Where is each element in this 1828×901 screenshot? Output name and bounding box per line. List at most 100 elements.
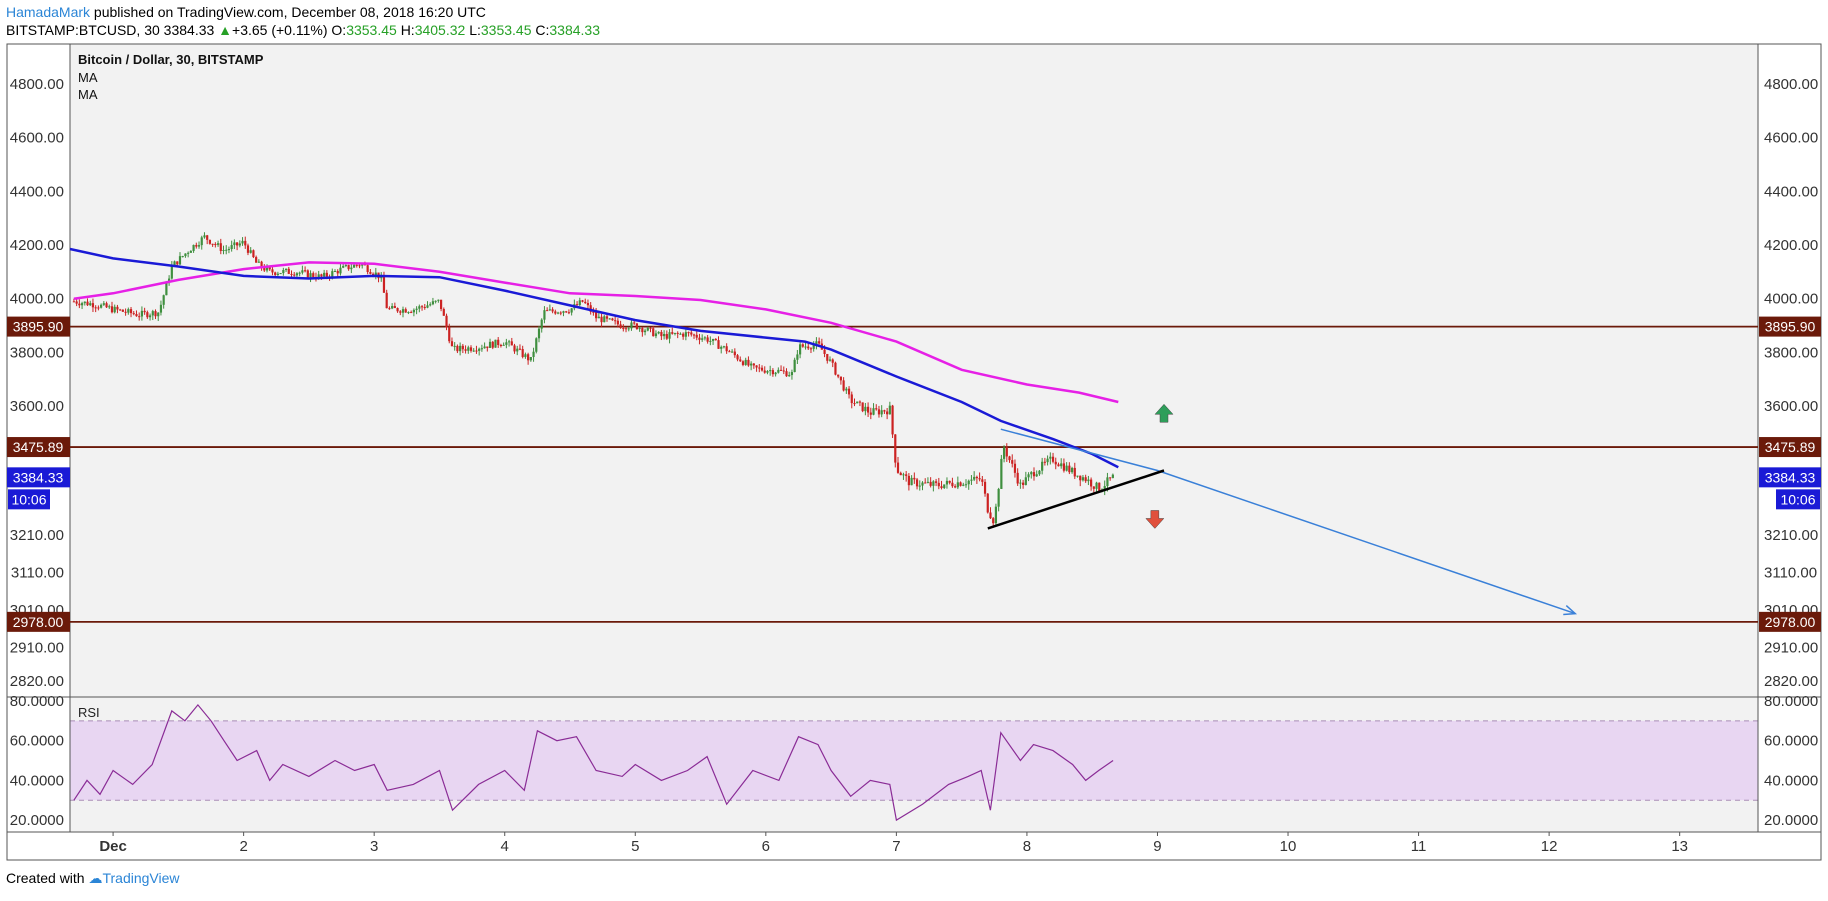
candle-body	[100, 304, 103, 308]
candle-body	[236, 242, 239, 246]
y-tick-label-left: 3600.00	[10, 398, 64, 415]
candle-body	[682, 333, 685, 337]
countdown-tag-left	[8, 489, 50, 510]
candle-body	[459, 345, 462, 352]
candle-body	[554, 311, 557, 314]
candle-body	[535, 338, 538, 352]
candle-body	[959, 482, 962, 486]
y-tick-label-left: 4200.00	[10, 237, 64, 254]
x-tick-label: 10	[1280, 838, 1297, 855]
candle-body	[252, 250, 255, 258]
candle-body	[641, 328, 644, 333]
candle-body	[624, 328, 628, 330]
x-tick-label: 7	[892, 838, 900, 855]
candle-body	[361, 264, 364, 266]
candle-body	[654, 333, 658, 337]
candle-body	[565, 311, 568, 313]
candle-body	[646, 327, 649, 331]
candle-body	[320, 274, 323, 277]
candle-body	[350, 267, 353, 270]
candle-body	[559, 312, 562, 314]
ma-fast-line	[69, 247, 1119, 469]
candle-body	[1041, 461, 1044, 471]
y-tick-label-right: 4600.00	[1764, 130, 1818, 147]
candle-body	[839, 376, 842, 381]
level-tag-right	[1759, 611, 1821, 632]
candle-body	[622, 328, 625, 330]
candle-body	[945, 480, 949, 485]
candle-body	[323, 272, 326, 277]
candle-body	[896, 462, 900, 473]
candle-body	[532, 351, 535, 358]
rsi-tick-label-right: 40.0000	[1764, 772, 1818, 789]
candle-body	[736, 355, 739, 360]
y-tick-label-left: 4400.00	[10, 183, 64, 200]
candle-body	[521, 349, 524, 357]
candle-body	[777, 369, 780, 373]
candle-body	[480, 348, 483, 350]
candle-body	[72, 301, 76, 303]
x-tick-label: 5	[631, 838, 639, 855]
y-tick-label-left: 3800.00	[10, 344, 64, 361]
candle-body	[1073, 467, 1076, 477]
candle-body	[276, 273, 279, 275]
candle-body	[992, 518, 995, 524]
candle-body	[657, 331, 660, 334]
candle-body	[548, 309, 551, 311]
tradingview-logo-icon[interactable]: ☁	[88, 870, 103, 886]
last-price-tag-right-text: 3384.33	[1765, 469, 1816, 485]
candle-body	[818, 341, 821, 344]
created-with: Created with	[6, 870, 85, 886]
candle-body	[671, 332, 674, 334]
candle-body	[766, 371, 769, 373]
rsi-line	[73, 703, 1114, 822]
open-label: O:	[331, 22, 347, 38]
candle-body	[687, 332, 690, 334]
last-price-tag-left-text: 3384.33	[13, 469, 64, 485]
y-tick-label-right: 3600.00	[1764, 398, 1818, 415]
candle-body	[208, 239, 212, 244]
candle-body	[929, 481, 932, 486]
candle-body	[333, 271, 337, 273]
candle-body	[616, 320, 619, 325]
trendline-arrowhead	[1563, 605, 1578, 616]
candle-body	[238, 243, 241, 246]
author-link[interactable]: HamadaMark	[6, 4, 91, 20]
x-tick-label: 9	[1153, 838, 1161, 855]
candle-body	[589, 305, 592, 312]
candle-body	[793, 359, 796, 373]
candle-body	[690, 332, 693, 335]
candle-body	[1024, 477, 1027, 485]
trendline-lower	[987, 469, 1165, 530]
candle-body	[581, 300, 584, 302]
candle-body	[752, 363, 755, 366]
candle-body	[837, 374, 840, 377]
tradingview-brand[interactable]: TradingView	[102, 870, 180, 886]
candle-body	[967, 480, 970, 485]
candle-body	[331, 271, 334, 277]
candle-body	[513, 345, 516, 352]
candle-body	[951, 482, 954, 487]
candle-body	[1065, 465, 1068, 471]
legend-entry: MA	[78, 70, 98, 85]
candle-body	[1019, 482, 1022, 484]
candle-body	[595, 312, 598, 319]
y-tick-label-left: 4600.00	[10, 130, 64, 147]
candle-body	[246, 245, 250, 253]
candle-body	[401, 309, 405, 313]
candle-body	[423, 306, 426, 308]
y-tick-label-right: 2820.00	[1764, 673, 1818, 690]
candle-body	[989, 512, 992, 519]
candle-body	[1051, 456, 1055, 462]
close-value: 3384.33	[549, 22, 600, 38]
candle-body	[491, 341, 494, 348]
candle-body	[665, 333, 668, 339]
candle-body	[355, 264, 358, 266]
candle-body	[366, 265, 369, 273]
candle-body	[695, 334, 698, 338]
candle-body	[954, 486, 957, 488]
candle-body	[902, 474, 905, 476]
candle-body	[932, 481, 935, 486]
